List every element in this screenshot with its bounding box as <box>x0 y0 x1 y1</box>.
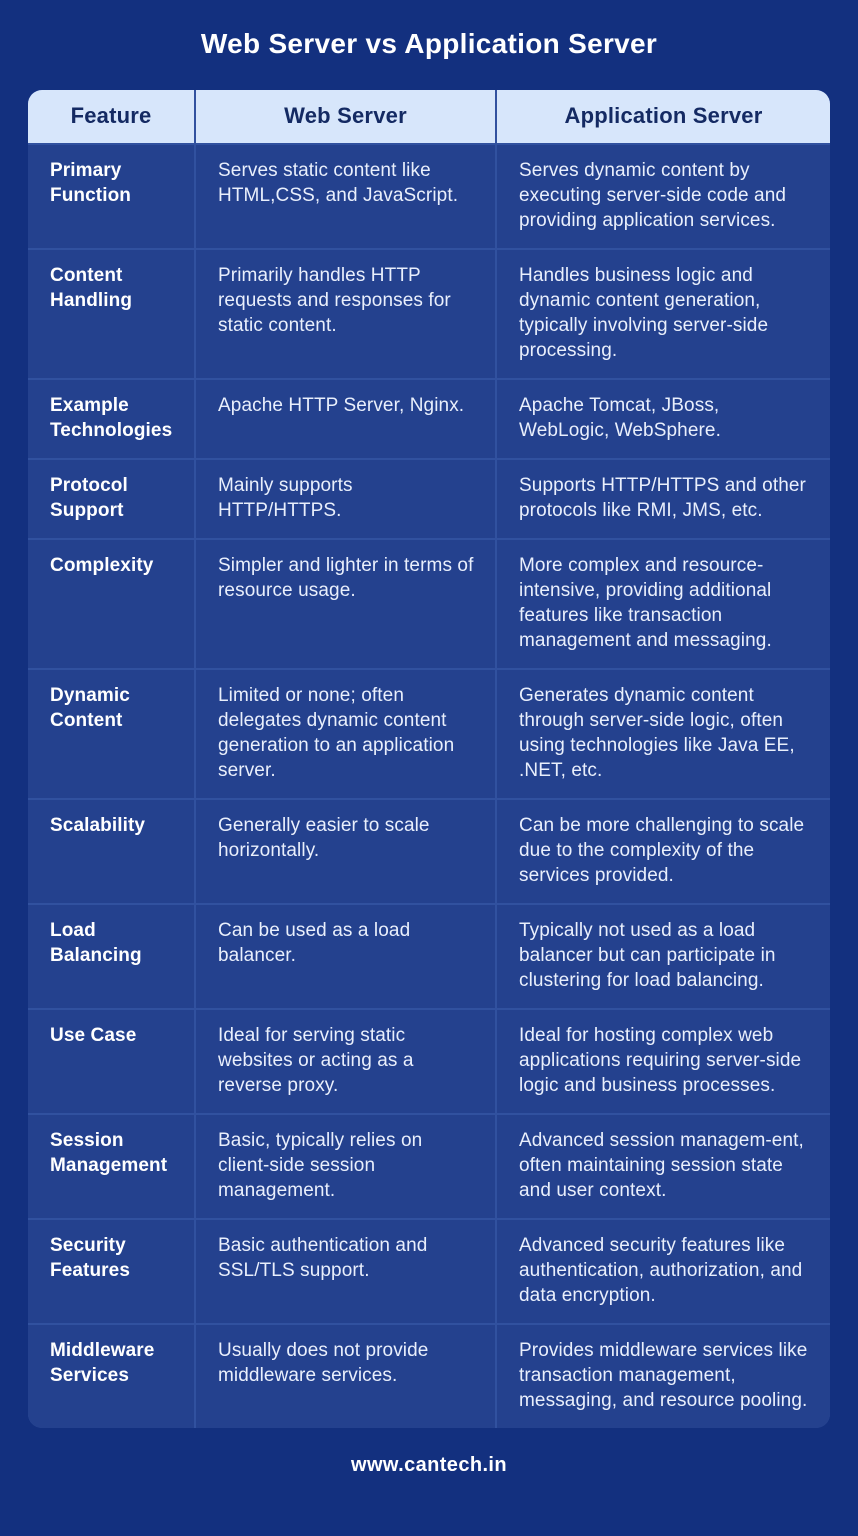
application-server-cell: More complex and resource-intensive, pro… <box>497 540 830 668</box>
column-header-feature: Feature <box>28 90 194 143</box>
web-server-cell: Serves static content like HTML,CSS, and… <box>196 145 495 248</box>
feature-cell: Middleware Services <box>28 1325 194 1428</box>
web-server-cell: Can be used as a load balancer. <box>196 905 495 1008</box>
website-url: www.cantech.in <box>350 1454 507 1476</box>
application-server-cell: Advanced session managem-ent, often main… <box>497 1115 830 1218</box>
feature-cell: Security Features <box>28 1220 194 1323</box>
web-server-cell: Primarily handles HTTP requests and resp… <box>196 250 495 378</box>
comparison-table: Feature Web Server Application Server Pr… <box>28 90 830 1428</box>
feature-cell: Example Technologies <box>28 380 194 458</box>
web-server-cell: Basic, typically relies on client-side s… <box>196 1115 495 1218</box>
feature-cell: Dynamic Content <box>28 670 194 798</box>
application-server-cell: Apache Tomcat, JBoss, WebLogic, WebSpher… <box>497 380 830 458</box>
web-server-cell: Basic authentication and SSL/TLS support… <box>196 1220 495 1323</box>
page-title: Web Server vs Application Server <box>200 28 658 59</box>
web-server-cell: Apache HTTP Server, Nginx. <box>196 380 495 458</box>
application-server-cell: Generates dynamic content through server… <box>497 670 830 798</box>
feature-cell: Primary Function <box>28 145 194 248</box>
application-server-cell: Provides middleware services like transa… <box>497 1325 830 1428</box>
column-header-application-server: Application Server <box>497 90 830 143</box>
web-server-cell: Usually does not provide middleware serv… <box>196 1325 495 1428</box>
feature-cell: Session Management <box>28 1115 194 1218</box>
column-header-web-server: Web Server <box>196 90 495 143</box>
comparison-table-grid: Feature Web Server Application Server Pr… <box>28 90 830 1428</box>
feature-cell: Scalability <box>28 800 194 903</box>
web-server-cell: Ideal for serving static websites or act… <box>196 1010 495 1113</box>
application-server-cell: Serves dynamic content by executing serv… <box>497 145 830 248</box>
application-server-cell: Supports HTTP/HTTPS and other protocols … <box>497 460 830 538</box>
application-server-cell: Ideal for hosting complex web applicatio… <box>497 1010 830 1113</box>
web-server-cell: Simpler and lighter in terms of resource… <box>196 540 495 668</box>
web-server-cell: Mainly supports HTTP/HTTPS. <box>196 460 495 538</box>
application-server-cell: Handles business logic and dynamic conte… <box>497 250 830 378</box>
feature-cell: Use Case <box>28 1010 194 1113</box>
feature-cell: Protocol Support <box>28 460 194 538</box>
feature-cell: Content Handling <box>28 250 194 378</box>
web-server-cell: Limited or none; often delegates dynamic… <box>196 670 495 798</box>
application-server-cell: Advanced security features like authenti… <box>497 1220 830 1323</box>
application-server-cell: Can be more challenging to scale due to … <box>497 800 830 903</box>
web-server-cell: Generally easier to scale horizontally. <box>196 800 495 903</box>
feature-cell: Complexity <box>28 540 194 668</box>
application-server-cell: Typically not used as a load balancer bu… <box>497 905 830 1008</box>
feature-cell: Load Balancing <box>28 905 194 1008</box>
